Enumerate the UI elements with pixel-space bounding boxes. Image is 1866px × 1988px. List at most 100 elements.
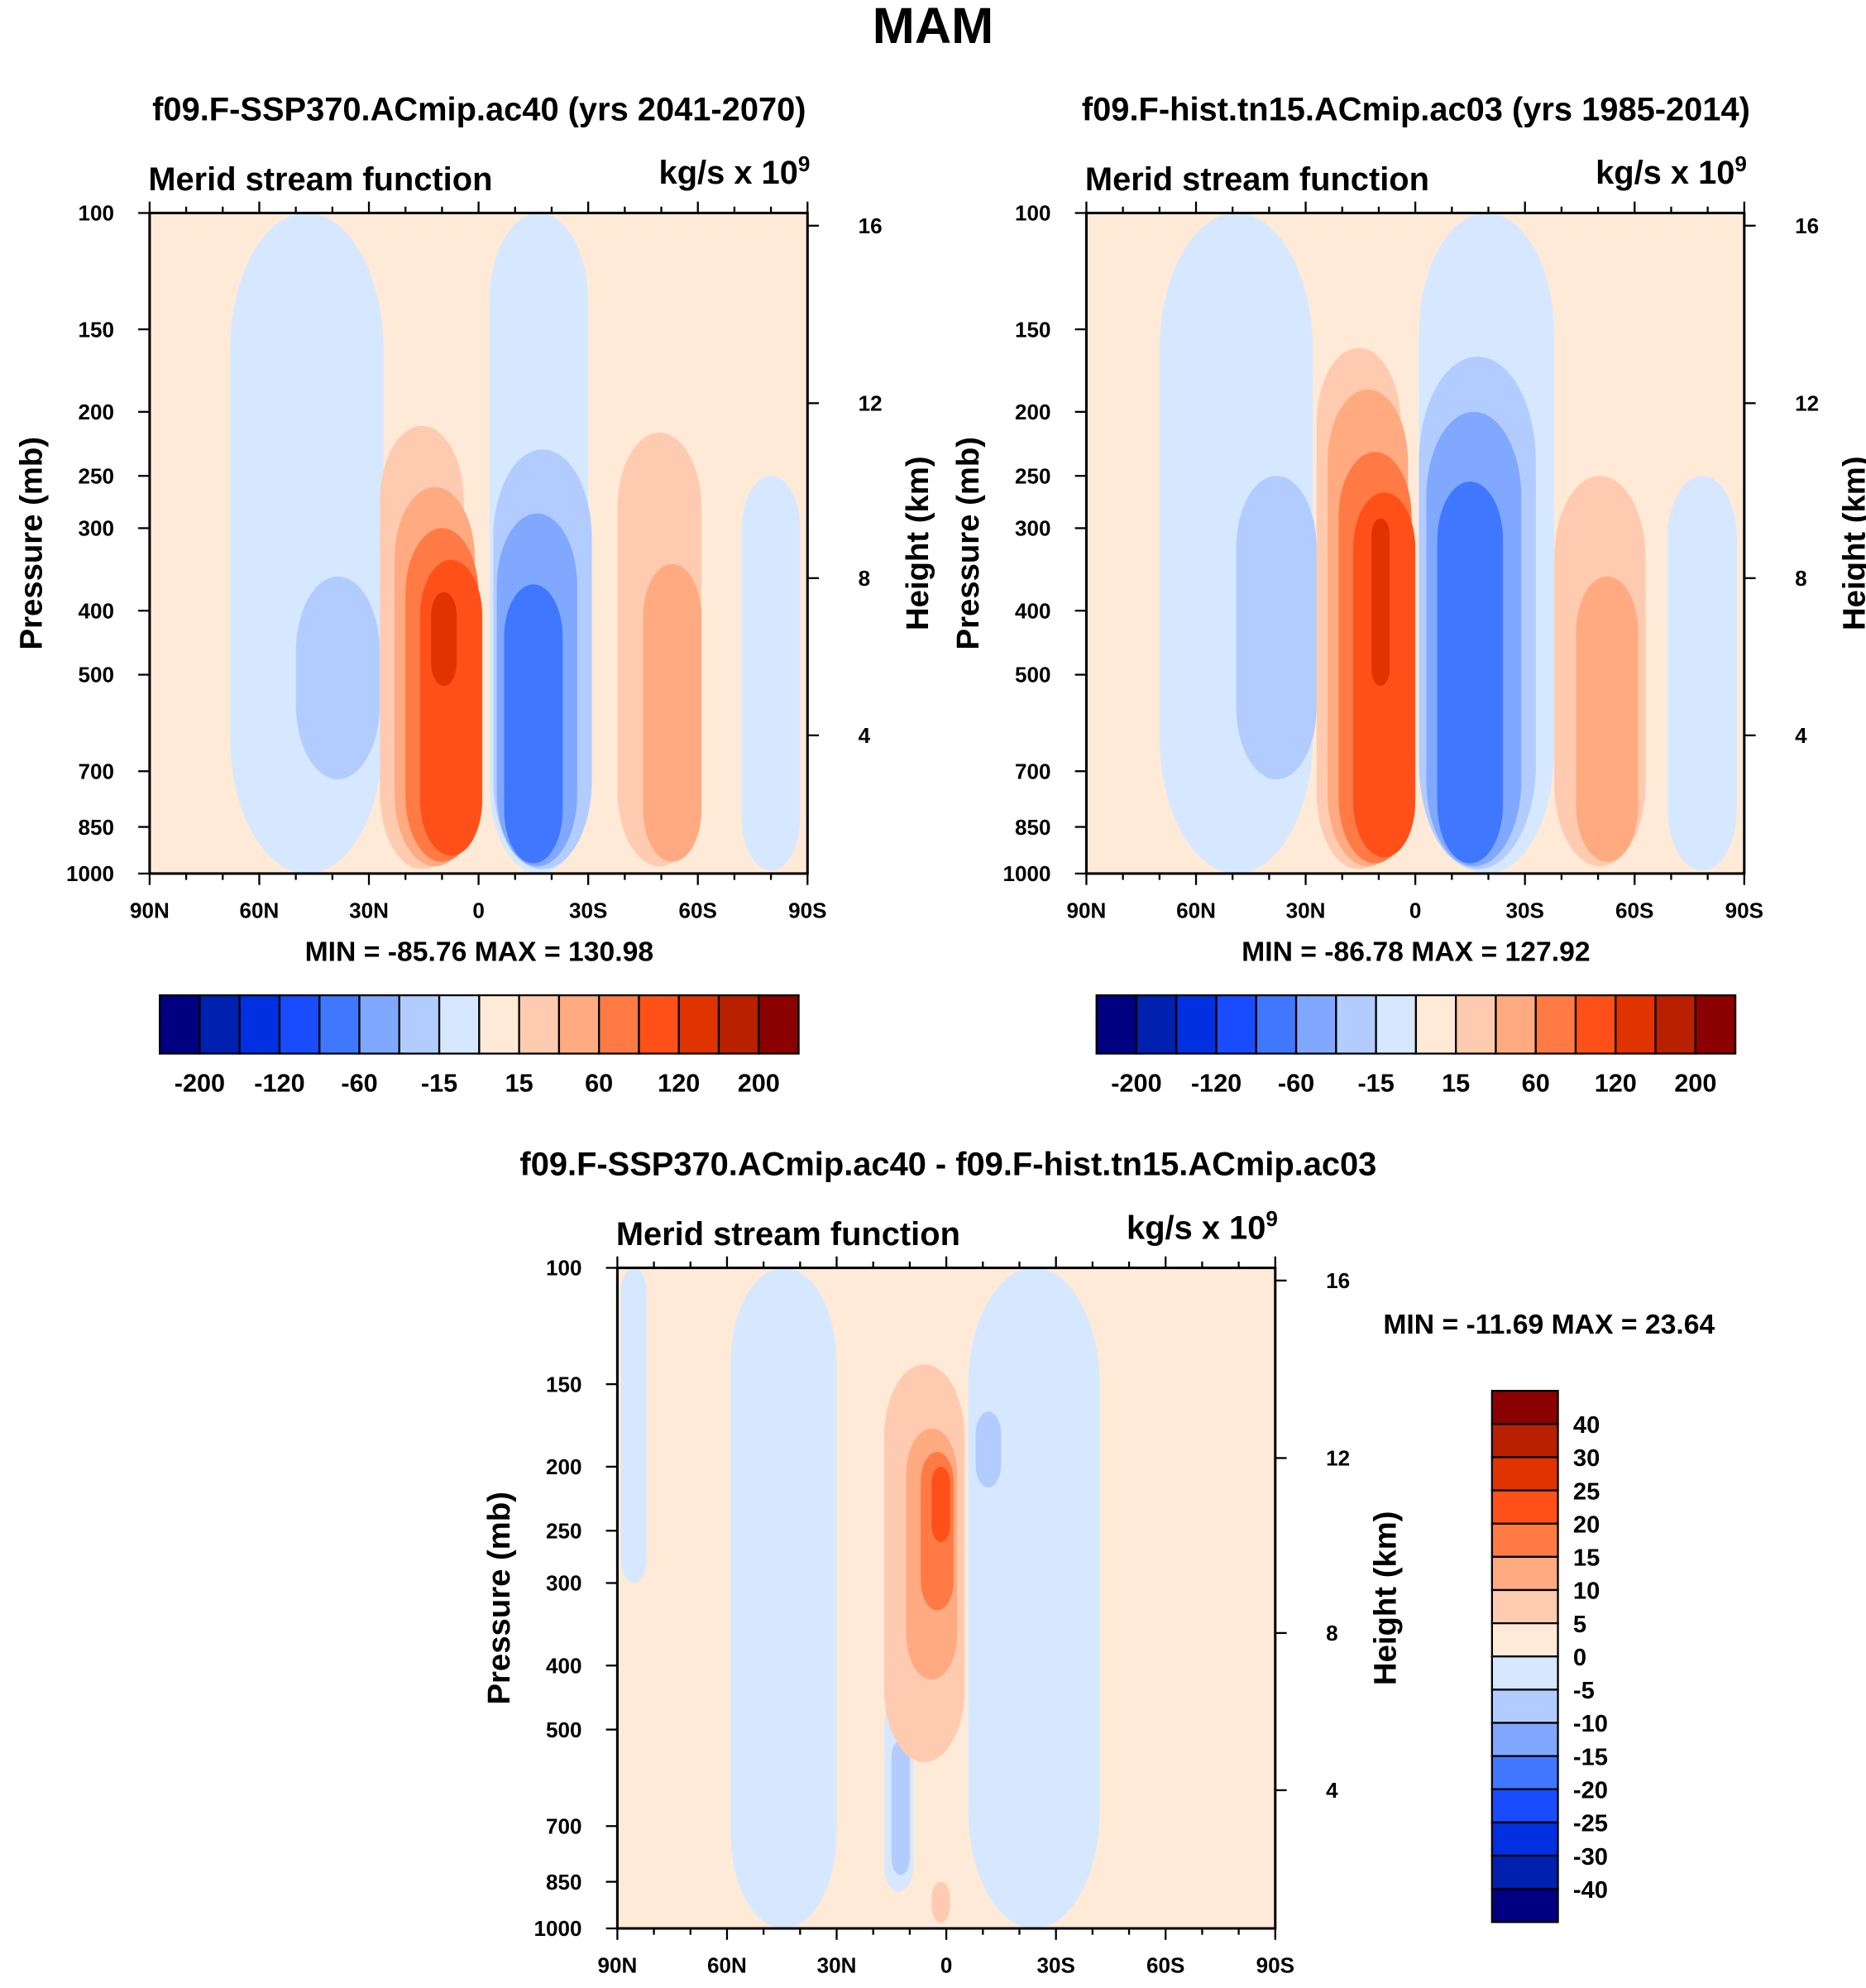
colorbar-box bbox=[1534, 994, 1577, 1055]
x-tick-label: 0 bbox=[1409, 898, 1422, 923]
colorbar-label: -15 bbox=[1573, 1744, 1608, 1770]
contour-region bbox=[504, 584, 563, 864]
contour-region bbox=[620, 1267, 647, 1583]
y-tick-label: 250 bbox=[1015, 463, 1050, 488]
y-tick-label: 300 bbox=[546, 1571, 581, 1596]
x-tick-label: 30S bbox=[1506, 898, 1544, 923]
colorbar-label: -5 bbox=[1573, 1678, 1595, 1704]
panel-title: f09.F-SSP370.ACmip.ac40 - f09.F-hist.tn1… bbox=[519, 1147, 1376, 1183]
contour-region bbox=[295, 576, 380, 779]
colorbar-box bbox=[1490, 1689, 1559, 1724]
x-tick-label: 60S bbox=[1146, 1953, 1184, 1978]
colorbar-box bbox=[1490, 1555, 1559, 1592]
y2-tick-label: 16 bbox=[1326, 1268, 1350, 1293]
y-tick-label: 100 bbox=[79, 201, 114, 226]
y-tick-label: 300 bbox=[79, 516, 114, 541]
colorbar-box bbox=[159, 994, 201, 1055]
colorbar-label: 15 bbox=[505, 1070, 533, 1098]
contour-field bbox=[149, 213, 808, 874]
colorbar-label: -120 bbox=[254, 1070, 304, 1098]
colorbar-box bbox=[1495, 994, 1537, 1055]
y2-tick-label: 16 bbox=[859, 213, 883, 238]
x-tick-label: 0 bbox=[940, 1953, 953, 1978]
y2-axis-label: Height (km) bbox=[1836, 456, 1866, 630]
contour-region bbox=[931, 1466, 950, 1542]
y-tick-label: 250 bbox=[79, 463, 114, 488]
colorbar-label: -40 bbox=[1573, 1877, 1608, 1904]
colorbar-label: -200 bbox=[175, 1070, 225, 1098]
y-tick-label: 300 bbox=[1015, 516, 1050, 541]
colorbar-box bbox=[1490, 1456, 1559, 1492]
x-tick-label: 90S bbox=[788, 898, 826, 923]
panel-2: 90N 60N 30N 0 30S 60S 90S100150200250300400500… bbox=[481, 1147, 1715, 1978]
y-tick-label: 200 bbox=[546, 1454, 581, 1479]
y2-tick-label: 4 bbox=[859, 723, 871, 748]
x-tick-label: 60S bbox=[679, 898, 717, 923]
colorbar-label: 0 bbox=[1573, 1645, 1586, 1671]
x-tick-label: 0 bbox=[472, 898, 485, 923]
panel-0: 90N 60N 30N 0 30S 60S 90S 100 150 200 250 300 400 500… bbox=[14, 92, 935, 1098]
x-tick-label: 30N bbox=[1286, 898, 1326, 923]
colorbar-box bbox=[1694, 994, 1737, 1055]
y-tick-label: 100 bbox=[1015, 201, 1050, 226]
left-string: Merid stream function bbox=[1085, 161, 1429, 198]
colorbar-label: 15 bbox=[1442, 1070, 1470, 1098]
contour-region bbox=[975, 1411, 1002, 1487]
colorbar-box bbox=[758, 994, 800, 1055]
colorbar-box bbox=[438, 994, 481, 1055]
units-label: kg/s x 109 bbox=[1127, 1206, 1278, 1246]
colorbar-label: 25 bbox=[1573, 1478, 1600, 1505]
left-string: Merid stream function bbox=[148, 161, 492, 198]
y-tick-label: 1000 bbox=[66, 861, 114, 886]
y-tick-label: 400 bbox=[546, 1653, 581, 1678]
panel-1: 90N 60N 30N 0 30S 60S 90S 100 150 200 250 300 400 500… bbox=[950, 92, 1866, 1098]
colorbar-label: -60 bbox=[1278, 1070, 1314, 1098]
figure-title: MAM bbox=[873, 0, 993, 54]
y-tick-label: 200 bbox=[1015, 400, 1050, 424]
colorbar-box bbox=[1490, 1821, 1559, 1857]
x-tick-label: 60N bbox=[707, 1953, 747, 1978]
x-tick-label: 30S bbox=[1036, 1953, 1074, 1978]
colorbar-box bbox=[1490, 1390, 1559, 1425]
colorbar-box bbox=[1335, 994, 1377, 1055]
colorbar-box bbox=[1490, 1888, 1559, 1923]
y-tick-label: 150 bbox=[1015, 317, 1050, 342]
colorbar-box bbox=[358, 994, 400, 1055]
colorbar-label: -25 bbox=[1573, 1811, 1608, 1837]
left-string: Merid stream function bbox=[616, 1216, 960, 1253]
y2-tick-label: 8 bbox=[1795, 566, 1807, 591]
x-tick-label: 90N bbox=[598, 1953, 638, 1978]
y-axis-label: Pressure (mb) bbox=[14, 437, 50, 650]
colorbar-box bbox=[1455, 994, 1497, 1055]
min-max-stats: MIN = -86.78 MAX = 127.92 bbox=[1242, 937, 1591, 968]
y-tick-label: 400 bbox=[79, 598, 114, 623]
x-tick-label: 90S bbox=[1725, 898, 1763, 923]
y2-tick-label: 12 bbox=[1795, 391, 1819, 416]
colorbar-label: 120 bbox=[1595, 1070, 1637, 1098]
contour-region bbox=[968, 1267, 1100, 1928]
contour-region bbox=[730, 1267, 837, 1928]
colorbar-box bbox=[1490, 1522, 1559, 1558]
colorbar-box bbox=[598, 994, 640, 1055]
y2-tick-label: 12 bbox=[1326, 1446, 1350, 1471]
contour-region bbox=[891, 1741, 910, 1875]
colorbar-label: 10 bbox=[1573, 1578, 1600, 1605]
colorbar-box bbox=[1375, 994, 1418, 1055]
y-tick-label: 400 bbox=[1015, 598, 1050, 623]
min-max-stats: MIN = -11.69 MAX = 23.64 bbox=[1383, 1309, 1715, 1340]
y-tick-label: 500 bbox=[79, 663, 114, 687]
contour-region bbox=[643, 563, 702, 862]
colorbar-label: 20 bbox=[1573, 1511, 1600, 1538]
y-tick-label: 850 bbox=[79, 815, 114, 840]
y-tick-label: 850 bbox=[1015, 815, 1050, 840]
contour-region bbox=[1437, 481, 1504, 864]
colorbar-box bbox=[1255, 994, 1298, 1055]
y-tick-label: 200 bbox=[79, 400, 114, 424]
colorbar-box bbox=[1490, 1655, 1559, 1691]
min-max-stats: MIN = -85.76 MAX = 130.98 bbox=[305, 937, 654, 968]
colorbar-label: -10 bbox=[1573, 1711, 1608, 1737]
colorbar-label: -15 bbox=[1357, 1070, 1394, 1098]
x-tick-label: 60N bbox=[1176, 898, 1216, 923]
x-tick-label: 30N bbox=[349, 898, 389, 923]
